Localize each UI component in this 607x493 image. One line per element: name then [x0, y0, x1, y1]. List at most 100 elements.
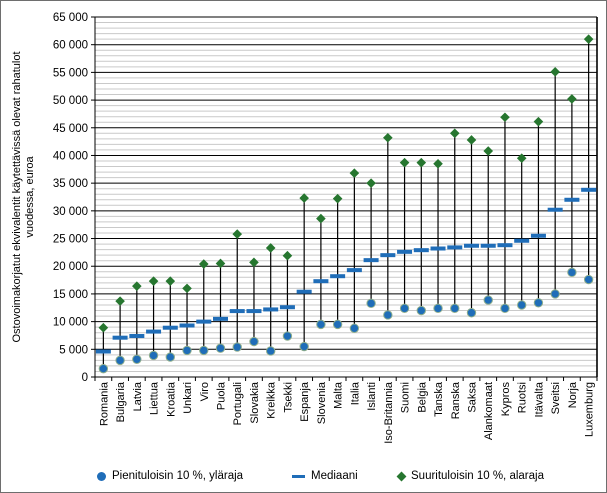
p10-dot-marker — [383, 310, 393, 320]
y-tick-label: 40 000 — [53, 150, 88, 162]
y-tick-label: 65 000 — [53, 12, 88, 24]
median-bar-marker — [497, 243, 513, 248]
p10-dot-marker — [316, 319, 326, 330]
legend-item-mediaani: Mediaani — [292, 462, 358, 490]
p90-diamond-marker — [366, 178, 376, 188]
p90-diamond-marker — [399, 157, 410, 168]
median-bar-marker — [447, 245, 463, 250]
x-tick-label: Ranska — [450, 381, 462, 419]
median-bar-marker — [112, 335, 128, 340]
p90-diamond-marker — [449, 128, 460, 139]
x-tick-label: Luxemburg — [584, 382, 596, 437]
p90-diamond-marker — [516, 153, 527, 164]
p90-diamond-marker — [98, 322, 109, 333]
x-tick-label: Itävalta — [533, 381, 545, 417]
p10-dot-marker — [232, 342, 242, 352]
p10-dot-marker — [583, 274, 594, 285]
x-tick-label: Kreikka — [266, 381, 278, 419]
x-tick-label: Unkari — [182, 382, 194, 414]
x-tick-label: Espanja — [299, 381, 311, 422]
x-tick-label: Tanska — [433, 381, 445, 417]
p10-dot-marker — [533, 298, 544, 308]
median-bar-marker — [229, 309, 245, 314]
median-bar-marker — [296, 289, 312, 294]
p10-dot-marker — [550, 289, 560, 299]
x-tick-label: Bulgaria — [115, 381, 127, 422]
x-tick-label: Puola — [216, 381, 228, 410]
p90-diamond-marker — [349, 168, 360, 178]
median-bar-marker — [397, 249, 413, 254]
p10-dot-marker — [199, 345, 209, 356]
x-tick-label: Malta — [333, 381, 345, 409]
p10-dot-marker — [399, 303, 410, 314]
p10-dot-marker — [450, 303, 460, 314]
median-bar-marker — [196, 319, 212, 324]
p90-diamond-marker — [148, 276, 159, 286]
legend-label: Pienituloisin 10 %, yläraja — [112, 470, 244, 482]
y-tick-label: 50 000 — [53, 95, 88, 107]
dash-marker-icon — [292, 474, 305, 478]
p10-dot-marker — [282, 331, 293, 341]
p10-dot-marker — [132, 354, 142, 364]
p90-diamond-marker — [215, 258, 226, 269]
y-tick-label: 55 000 — [53, 67, 88, 79]
p90-diamond-marker — [533, 116, 544, 127]
p10-dot-marker — [165, 352, 176, 362]
y-tick-label: 25 000 — [53, 234, 88, 246]
x-tick-label: Kypros — [500, 382, 512, 417]
median-bar-marker — [346, 268, 362, 273]
y-tick-label: 45 000 — [53, 123, 88, 135]
x-tick-label: Viro — [199, 382, 211, 401]
y-tick-label: 10 000 — [53, 317, 88, 329]
x-tick-label: Tsekki — [282, 382, 294, 413]
y-tick-label: 35 000 — [53, 178, 88, 190]
p90-diamond-marker — [182, 283, 192, 294]
x-tick-label: Iso-Britannia — [383, 381, 395, 444]
p10-dot-marker — [115, 355, 125, 366]
x-tick-label: Norja — [567, 381, 579, 408]
median-bar-marker — [464, 243, 479, 248]
median-bar-marker — [530, 233, 546, 238]
p90-diamond-marker — [416, 157, 427, 168]
p90-diamond-marker — [550, 67, 560, 77]
y-tick-label: 20 000 — [53, 261, 88, 273]
p10-dot-marker — [483, 295, 493, 305]
x-tick-label: Alankomaat — [483, 382, 495, 440]
legend: Pienituloisin 10 %, yläraja Mediaani Suu… — [1, 462, 606, 490]
x-tick-label: Saksa — [467, 381, 479, 412]
median-bar-marker — [263, 307, 279, 312]
p10-dot-marker — [366, 298, 376, 309]
p10-dot-marker — [349, 323, 360, 333]
p90-diamond-marker — [115, 296, 125, 306]
p10-dot-marker — [567, 267, 577, 278]
median-bar-marker — [430, 246, 446, 251]
x-tick-label: Suomi — [400, 382, 412, 413]
median-bar-marker — [514, 238, 530, 243]
y-tick-label: 15 000 — [53, 289, 88, 301]
x-tick-label: Portugali — [232, 382, 244, 425]
p90-diamond-marker — [583, 34, 594, 44]
median-bar-marker — [162, 325, 178, 330]
median-bar-marker — [146, 329, 162, 334]
p90-diamond-marker — [299, 193, 309, 203]
p90-diamond-marker — [383, 132, 393, 143]
median-bar-marker — [129, 334, 145, 339]
y-axis-title-line2: vuodessa, euroa — [24, 155, 36, 237]
p10-dot-marker — [332, 319, 343, 330]
p10-dot-marker — [148, 350, 159, 361]
y-tick-label: 5 000 — [59, 344, 88, 356]
median-bar-marker — [246, 309, 262, 314]
p90-diamond-marker — [232, 229, 243, 239]
legend-item-pienituloisin: Pienituloisin 10 %, yläraja — [97, 462, 243, 490]
p90-diamond-marker — [567, 94, 577, 104]
x-tick-label: Sveitsi — [550, 382, 562, 414]
x-tick-label: Belgia — [416, 381, 428, 412]
legend-item-suurituloisin: Suurituloisin 10 %, alaraja — [396, 462, 544, 490]
p10-dot-marker — [517, 300, 527, 310]
p10-dot-marker — [500, 303, 510, 314]
median-bar-marker — [95, 349, 111, 354]
p90-diamond-marker — [466, 135, 477, 145]
median-bar-marker — [179, 323, 195, 328]
p90-diamond-marker — [165, 276, 176, 286]
y-axis-title-line1: Ostovoimakorjatut ekvivalentit käytettäv… — [11, 51, 23, 342]
